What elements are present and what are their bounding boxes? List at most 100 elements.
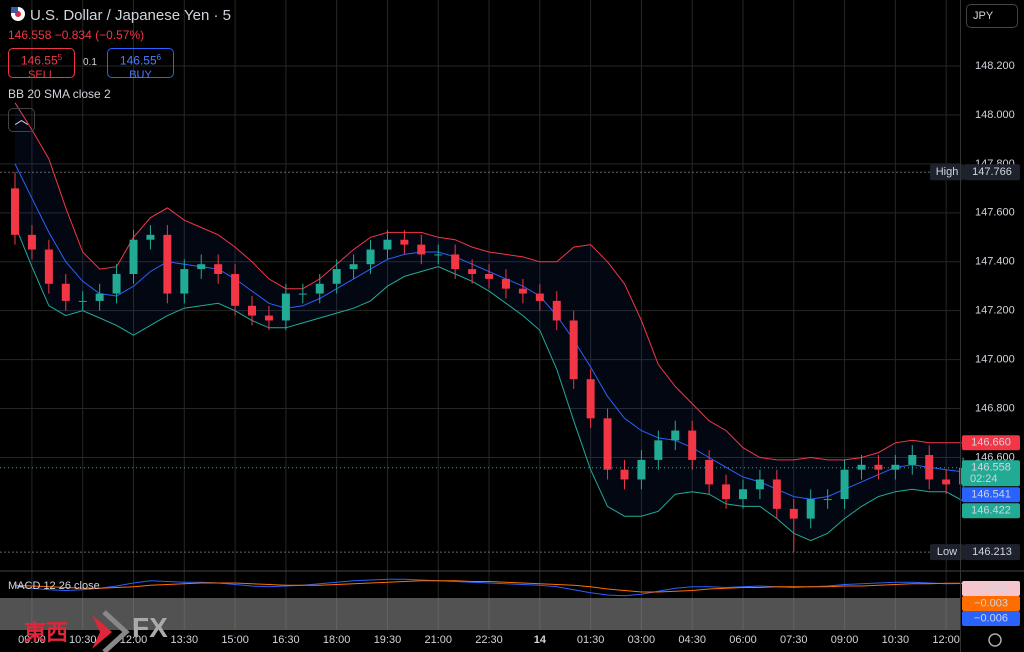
extreme-tag [930,164,964,181]
x-tick-label: 22:30 [475,634,503,646]
y-tick-label: 146.800 [975,402,1015,414]
candle-body [417,244,426,255]
collapse-button[interactable]: ︿ [8,108,35,132]
sell-button[interactable]: 146.555 SELL [8,48,75,81]
band-line [14,102,964,461]
buy-pip: 6 [156,53,162,62]
candle-body [78,300,87,302]
x-tick-label: 10:30 [882,634,910,646]
y-tick-label: 148.200 [975,60,1015,72]
axis-divider [960,0,961,652]
sell-label: SELL [28,68,55,81]
extreme-tag-label: Low [937,546,957,558]
candle-body [891,464,900,470]
candle-body [129,239,138,274]
extreme-value: 147.766 [972,166,1012,178]
macd-title: MACD 12 26 close [8,580,100,592]
currency-button[interactable]: JPY [966,4,1018,28]
x-tick-label: 14 [534,634,547,646]
candle-body [908,455,917,465]
candle-body [518,288,527,294]
extreme-tag [930,544,964,561]
x-tick-label: 13:30 [171,634,199,646]
x-tick-label: 15:00 [221,634,249,646]
price-badge [962,487,1020,503]
candle-body [95,293,104,301]
candle-body [27,234,36,250]
sell-price: 146.55 [20,53,58,68]
candle-body [755,479,764,490]
candle-body [112,273,121,294]
candle-body [874,464,883,470]
flag [10,6,26,25]
countdown: 02:24 [970,473,998,485]
x-tick-label: 18:00 [323,634,351,646]
extreme-badge [964,544,1020,561]
x-tick-label: 03:00 [628,634,656,646]
candle-body [925,455,934,480]
candle-body [434,254,443,256]
watermark-band [0,598,960,630]
candle-body [163,234,172,294]
candle-body [468,269,477,274]
candle-body [840,469,849,500]
y-tick-label: 148.000 [975,109,1015,121]
extreme-value: 146.213 [972,546,1012,558]
candle-body [569,320,578,380]
macd-badge-label: −0.006 [974,612,1008,624]
y-tick-label: 147.200 [975,305,1015,317]
macd-badge [962,611,1020,626]
last-price: 146.558 [8,28,52,42]
change: −0.834 (−0.57%) [54,28,145,42]
macd-badge [962,596,1020,611]
candle-body [264,315,273,321]
extreme-badge [964,164,1020,181]
candle-body [620,469,629,480]
price-badge-label: 146.541 [971,489,1011,501]
candle-body [738,489,747,500]
x-tick-label: 09:00 [831,634,859,646]
candle-body [772,479,781,509]
y-tick-label: 147.000 [975,354,1015,366]
candle-body [586,379,595,419]
candle-body [942,479,951,485]
candle-body [789,508,798,519]
quote-line: 146.558 −0.834 (−0.57%) [8,28,144,42]
buy-label: BUY [129,68,152,81]
x-tick-label: 09:00 [18,634,46,646]
logo-left: 東西 [24,620,69,645]
x-tick-label: 19:30 [374,634,402,646]
macd-badge-label: −0.003 [974,597,1008,609]
band-line [14,224,964,542]
candle-body [603,418,612,470]
extreme-tag-label: High [936,166,959,178]
settings-button[interactable] [988,633,1002,647]
candle-body [535,293,544,301]
price-badge-label: 146.558 [971,462,1011,474]
candle-body [180,269,189,294]
buy-button[interactable]: 146.556 BUY [107,48,174,81]
candle-body [671,430,680,441]
sell-pip: 5 [57,53,63,62]
candle-body [281,293,290,321]
candle-body [44,249,53,284]
candle-body [383,239,392,250]
candle-body [806,499,815,519]
price-badge [962,460,1020,487]
candle-body [637,459,646,480]
candle-body [146,234,155,240]
candle-body [451,254,460,270]
x-tick-label: 07:30 [780,634,808,646]
candle-body [552,300,561,321]
x-tick-label: 12:00 [932,634,960,646]
candle-body [61,283,70,301]
x-tick-label: 10:30 [69,634,97,646]
candle-body [366,249,375,265]
candle-body [197,264,206,270]
x-tick-label: 04:30 [678,634,706,646]
symbol-title: U.S. Dollar / Japanese Yen · 5 [30,7,231,24]
indicator-label[interactable]: BB 20 SMA close 2 [8,87,111,101]
candle-body [315,283,324,294]
